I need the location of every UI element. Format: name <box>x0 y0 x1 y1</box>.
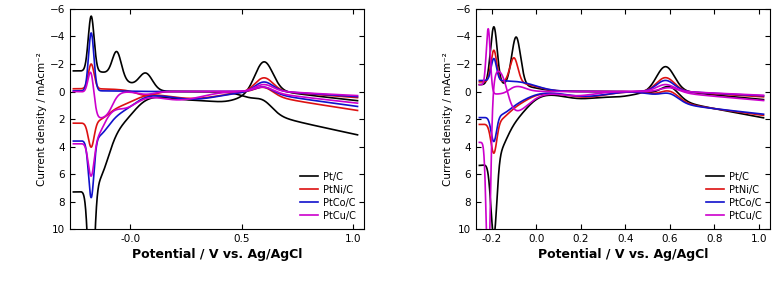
Y-axis label: Current density / mAcm⁻²: Current density / mAcm⁻² <box>37 52 47 186</box>
Y-axis label: Current density / mAcm⁻²: Current density / mAcm⁻² <box>443 52 453 186</box>
X-axis label: Potential / V vs. Ag/AgCl: Potential / V vs. Ag/AgCl <box>132 248 303 261</box>
Legend: Pt/C, PtNi/C, PtCo/C, PtCu/C: Pt/C, PtNi/C, PtCo/C, PtCu/C <box>703 168 766 224</box>
Legend: Pt/C, PtNi/C, PtCo/C, PtCu/C: Pt/C, PtNi/C, PtCo/C, PtCu/C <box>296 168 359 224</box>
X-axis label: Potential / V vs. Ag/AgCl: Potential / V vs. Ag/AgCl <box>538 248 708 261</box>
